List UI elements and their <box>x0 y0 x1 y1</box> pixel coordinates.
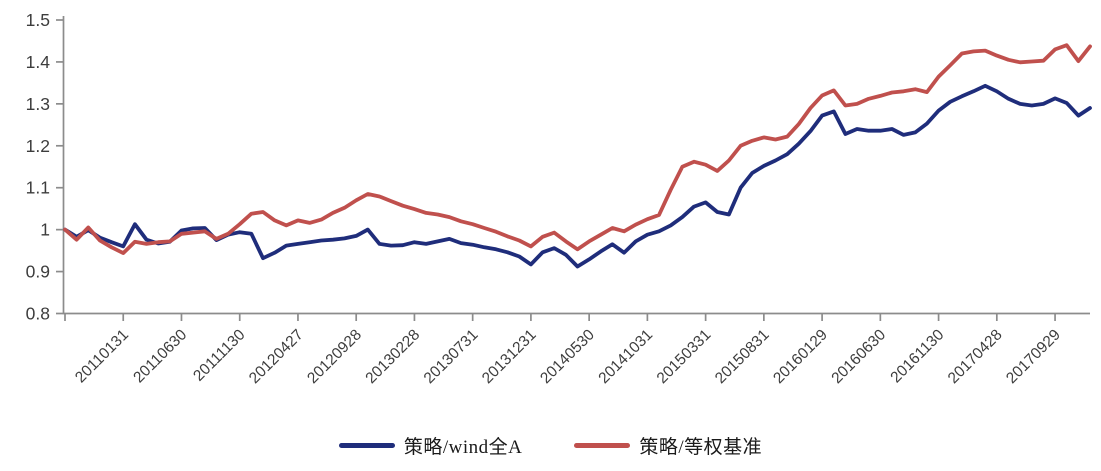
y-axis-label: 0.8 <box>26 304 50 324</box>
chart-legend: 策略/wind全A 策略/等权基准 <box>0 432 1101 459</box>
x-axis-label: 20110630 <box>130 326 190 386</box>
x-axis-label: 20140530 <box>537 326 598 387</box>
legend-item-strategy-windA: 策略/wind全A <box>338 432 523 459</box>
x-axis-label: 20130731 <box>421 326 482 387</box>
x-axis-label: 20161130 <box>887 326 947 386</box>
y-axis-label: 1.2 <box>26 136 50 156</box>
y-axis-label: 1.1 <box>26 178 50 198</box>
y-axis-label: 1 <box>40 220 50 240</box>
x-axis-label: 20170428 <box>945 326 1006 387</box>
x-axis-label: 20170929 <box>1003 326 1064 387</box>
y-axis-label: 1.5 <box>26 10 50 30</box>
axis-lines <box>62 16 1090 315</box>
legend-line-marker-red <box>574 443 631 448</box>
x-axis-label: 20131231 <box>479 326 540 387</box>
y-axis-label: 1.4 <box>26 52 51 72</box>
x-axis-label: 20111130 <box>190 326 249 385</box>
y-axis-label: 0.9 <box>26 262 50 282</box>
x-axis-label: 20120928 <box>304 326 365 387</box>
x-axis-label: 20130228 <box>362 326 423 387</box>
x-axis-label: 20160129 <box>770 326 831 387</box>
x-axis-label: 20120427 <box>246 326 307 387</box>
legend-label-strategy-windA: 策略/wind全A <box>403 437 523 458</box>
x-axis-label: 20110131 <box>72 326 132 386</box>
x-axis-label: 20141031 <box>595 326 656 387</box>
legend-item-strategy-equalweight: 策略/等权基准 <box>574 432 762 459</box>
series-line-1 <box>63 43 1092 256</box>
legend-line-marker-navy <box>338 443 395 448</box>
legend-label-strategy-equalweight: 策略/等权基准 <box>639 437 763 458</box>
x-axis-label: 20150831 <box>712 326 773 387</box>
x-axis-label: 20160630 <box>828 326 889 387</box>
series-line-0 <box>63 83 1092 269</box>
y-axis-label: 1.3 <box>26 94 50 114</box>
x-axis-label: 20150331 <box>654 326 715 387</box>
